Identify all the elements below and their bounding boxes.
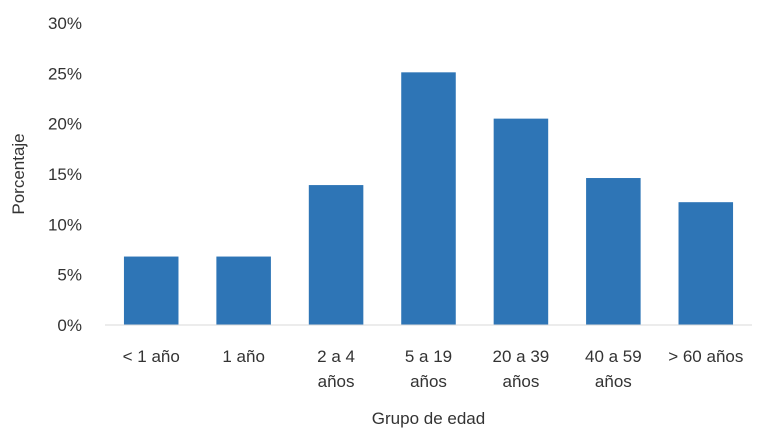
bar [493,118,549,325]
bar [123,256,179,325]
y-axis-ticks: 0% 5% 10% 15% 20% 25% 30% [48,14,82,335]
y-tick-label: 10% [48,215,82,234]
bar [216,256,271,325]
x-tick-label: 1 año [222,347,265,366]
bar [586,178,641,325]
bar [678,202,734,325]
x-tick-label-line: < 1 año [123,347,180,366]
x-tick-label: 20 a 39 años [493,347,550,391]
x-axis-title: Grupo de edad [372,409,485,428]
y-tick-label: 30% [48,14,82,33]
x-tick-label-line: años [318,372,355,391]
bar [308,185,364,325]
x-tick-label-line: 40 a 59 [585,347,642,366]
x-tick-label-line: > 60 años [668,347,743,366]
x-tick-label: > 60 años [668,347,743,366]
x-tick-label-line: 2 a 4 [317,347,355,366]
x-tick-label-line: 5 a 19 [405,347,452,366]
x-tick-label: 2 a 4 años [317,347,355,391]
x-tick-label-line: años [502,372,539,391]
y-axis-title: Porcentaje [9,133,28,214]
x-tick-label-line: 20 a 39 [493,347,550,366]
x-tick-label-line: años [595,372,632,391]
x-tick-label: < 1 año [123,347,180,366]
x-tick-label-line: 1 año [222,347,265,366]
x-tick-label-line: años [410,372,447,391]
bars [123,72,734,326]
y-tick-label: 0% [57,316,82,335]
y-tick-label: 15% [48,165,82,184]
x-tick-label: 5 a 19 años [405,347,452,391]
x-tick-label: 40 a 59 años [585,347,642,391]
y-tick-label: 5% [57,266,82,285]
y-tick-label: 25% [48,64,82,83]
bar [401,72,456,326]
y-tick-label: 20% [48,115,82,134]
x-axis-ticks: < 1 año 1 año 2 a 4 años 5 a 19 años 20 a 39 añ… [123,347,744,391]
